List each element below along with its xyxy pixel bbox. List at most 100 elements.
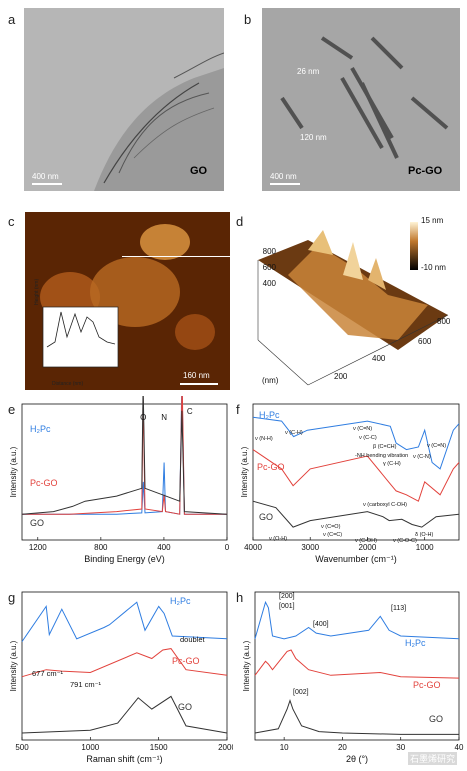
peak-label-c: C — [187, 407, 193, 416]
scalebar-c — [180, 383, 218, 385]
axis-d-left: 800 600 400 — [252, 244, 276, 292]
series-line — [21, 601, 228, 642]
afm-line-profile — [122, 256, 232, 257]
legend-h2pc: H₂Pc — [405, 638, 426, 648]
x-tick-label: 400 — [157, 543, 171, 552]
series-line — [21, 695, 228, 734]
ftir-annotation: ν (C=O) — [321, 524, 341, 530]
panel-label-f: f — [236, 402, 240, 417]
legend-go: GO — [178, 702, 192, 712]
x-tick-label: 0 — [225, 543, 230, 552]
sample-label-b: Pc-GO — [408, 165, 443, 177]
scale-text-b: 400 nm — [270, 172, 297, 181]
x-tick-label: 500 — [15, 743, 29, 752]
series-line — [254, 699, 459, 735]
ftir-annotation: -NH bending vibration — [355, 453, 408, 459]
y-axis-label: Intensity (a.u.) — [242, 640, 251, 691]
scalebar-a — [32, 183, 62, 185]
xrd-annotation: [113] — [391, 605, 406, 612]
peak-label-o: O — [140, 413, 146, 422]
axis-d-right-800: 800 — [437, 317, 451, 326]
x-tick-label: 1000 — [81, 743, 99, 752]
x-tick-label: 20 — [338, 743, 347, 752]
inset-xlabel: Distance (nm) — [52, 381, 84, 387]
series-line — [22, 396, 227, 515]
legend-h2pc: H₂Pc — [170, 596, 191, 606]
axis-d-left-tick: 400 — [262, 279, 276, 288]
x-tick-label: 3000 — [301, 543, 319, 552]
ftir-annotation: β (C=CH) — [373, 444, 397, 450]
xrd-annotation: [400] — [313, 621, 329, 628]
ftir-annotation: ν (C-OH) — [355, 538, 377, 544]
afm-3d-surface — [248, 220, 460, 400]
x-axis-label: Raman shift (cm⁻¹) — [86, 754, 162, 764]
inset-ylabel: Height (nm) — [34, 278, 40, 305]
axis-d-left-tick: 800 — [262, 247, 276, 256]
x-tick-label: 2000 — [359, 543, 377, 552]
legend-go: GO — [429, 714, 443, 724]
panel-label-e: e — [8, 402, 16, 417]
afm-texture — [25, 212, 230, 390]
x-tick-label: 40 — [455, 743, 464, 752]
series-line — [21, 648, 228, 678]
ftir-annotation: ν (carboxyl C-OH) — [363, 502, 407, 508]
scale-text-c: 160 nm — [183, 371, 210, 380]
xrd-annotation: [001] — [279, 603, 295, 610]
ftir-annotation: ν (C-C) — [359, 435, 377, 441]
axis-d-right-200: 200 — [334, 372, 348, 381]
afm-image — [25, 212, 230, 390]
scale-text-a: 400 nm — [32, 172, 59, 181]
axis-d-right-400: 400 — [372, 354, 386, 363]
series-line — [22, 396, 227, 515]
ftir-annotation: ν (C-N) — [413, 454, 431, 460]
peak-label-n: N — [161, 413, 167, 422]
xrd-annotation: [200] — [279, 593, 295, 600]
ftir-annotation: δ (O-H) — [415, 532, 434, 538]
chart-g: 500 1000 1500 2000 Raman shift (cm⁻¹) Intensi… — [9, 591, 233, 764]
x-tick-label: 10 — [280, 743, 289, 752]
plot-frame — [252, 403, 460, 541]
series-line — [252, 449, 460, 502]
series-line — [252, 500, 460, 528]
x-tick-label: 1500 — [150, 743, 168, 752]
x-tick-label: 4000 — [244, 543, 262, 552]
legend-go: GO — [259, 512, 273, 522]
x-tick-label: 30 — [396, 743, 405, 752]
ftir-annotation: ν (C-O-C) — [393, 538, 417, 544]
x-tick-label: 1000 — [416, 543, 434, 552]
x-axis-label: 2θ (°) — [346, 754, 368, 764]
legend-h2pc: H₂Pc — [30, 424, 51, 434]
y-axis-label: Intensity (a.u.) — [9, 446, 18, 497]
series-line — [252, 416, 460, 470]
tem-image-go — [24, 8, 224, 191]
series-line — [254, 649, 460, 679]
legend-pcgo: Pc-GO — [257, 462, 285, 472]
ftir-annotation: γ (C-H) — [383, 461, 401, 467]
x-axis-label: Binding Energy (eV) — [84, 554, 165, 564]
plot-frame — [21, 403, 228, 541]
axis-d-unit: (nm) — [262, 376, 279, 385]
afm-3d-plot — [257, 222, 449, 386]
legend-pcgo: Pc-GO — [30, 478, 58, 488]
annotation-26nm: 26 nm — [297, 67, 320, 76]
axis-d-right-600: 600 — [418, 337, 432, 346]
chart-h: 10 20 30 40 2θ (°) Intensity (a.u.) H₂Pc Pc-GO G… — [242, 591, 464, 764]
tem-go-sheet — [24, 8, 224, 191]
x-tick-label: 2000 — [218, 743, 233, 752]
panel-label-b: b — [244, 12, 252, 27]
plot-frame — [254, 591, 460, 741]
series-line — [254, 600, 460, 640]
x-axis-label: Wavenumber (cm⁻¹) — [315, 554, 396, 564]
annotation-677: 677 cm⁻¹ — [32, 669, 64, 678]
watermark: 石墨烯研究 — [408, 752, 458, 765]
series-line — [21, 396, 228, 515]
y-axis-label: Intensity (a.u.) — [9, 640, 18, 691]
scalebar-b — [270, 183, 300, 185]
ftir-annotation: ν (O-H) — [269, 536, 287, 542]
annotation-120nm: 120 nm — [300, 133, 327, 142]
axis-d-left-tick: 600 — [262, 263, 276, 272]
legend-h2pc: H₂Pc — [259, 410, 280, 420]
ftir-annotation: ν (C=N) — [427, 443, 446, 449]
panel-label-d: d — [236, 214, 244, 229]
sample-label-a: GO — [190, 165, 208, 177]
